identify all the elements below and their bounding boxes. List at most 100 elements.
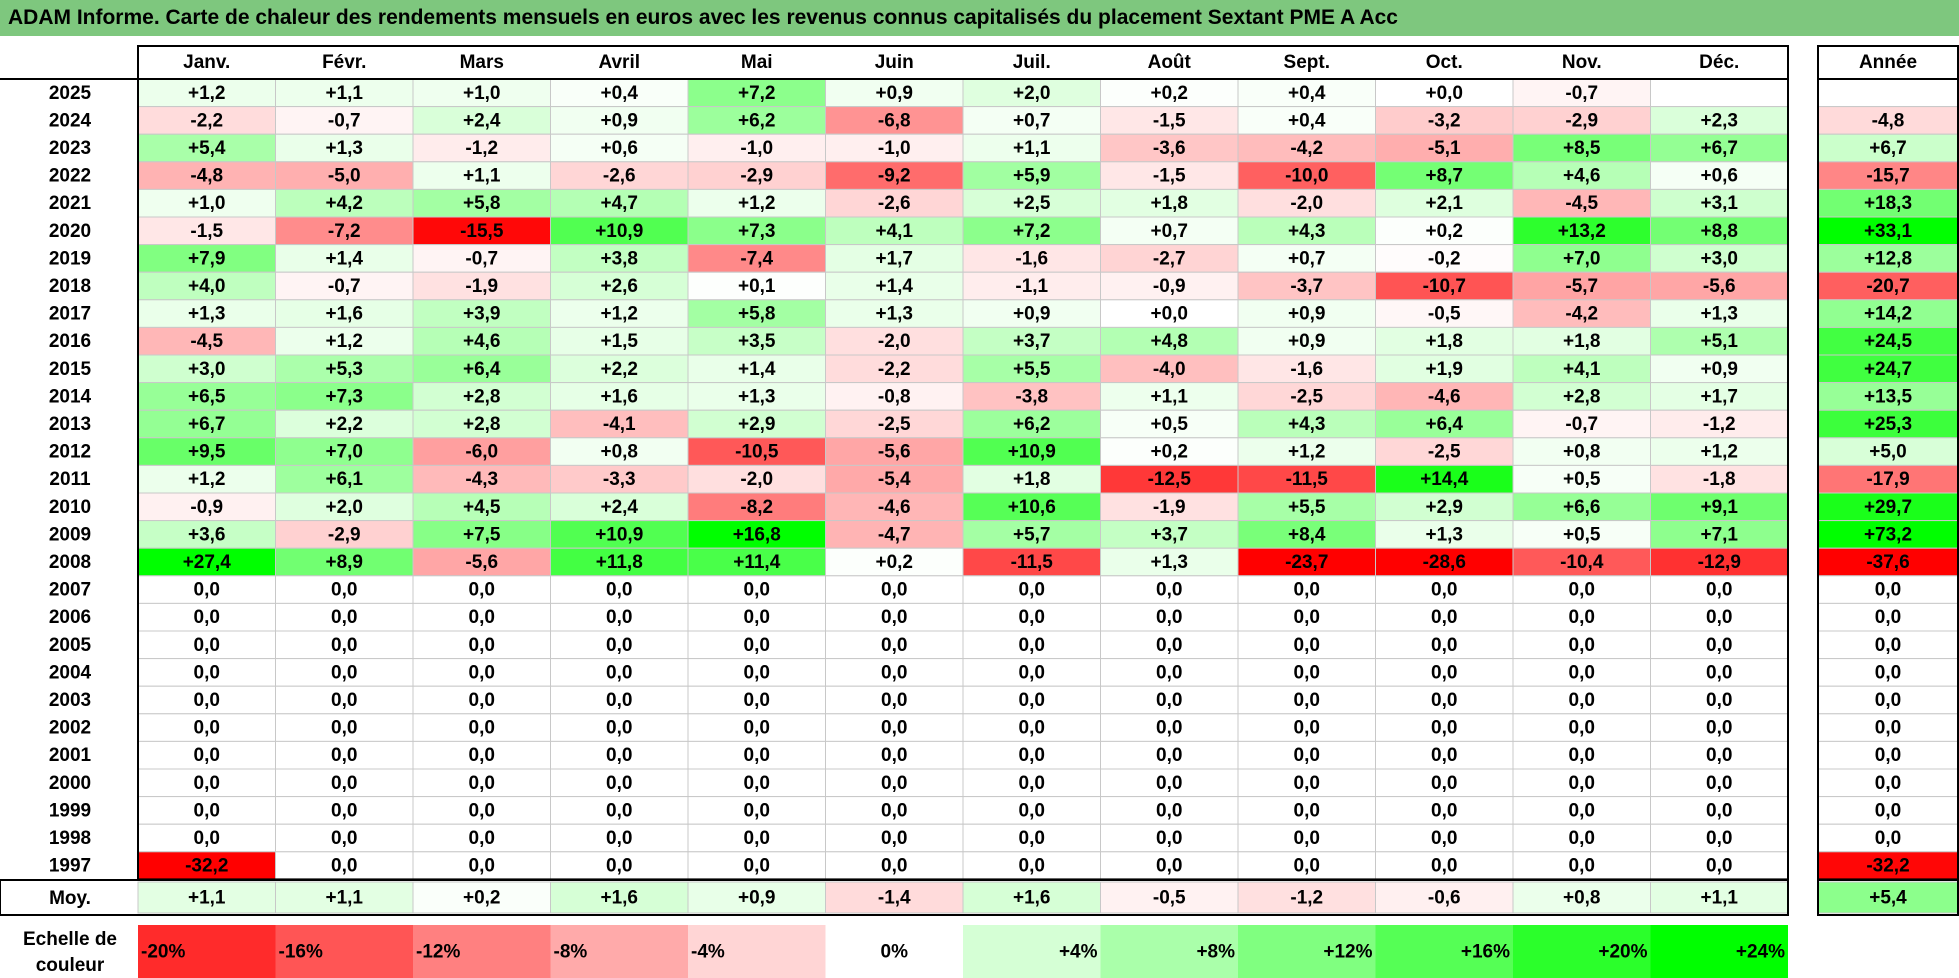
month-11-label: 0,0 xyxy=(1569,690,1595,711)
month-3-label: 0,0 xyxy=(469,773,495,794)
average-month-1-label: +1,1 xyxy=(188,888,226,909)
month-9-label: 0,0 xyxy=(1294,607,1320,628)
month-2-label: 0,0 xyxy=(331,607,357,628)
month-5-label: -8,2 xyxy=(740,497,773,518)
annual-label: 0,0 xyxy=(1875,800,1901,821)
color-scale-swatch xyxy=(963,925,1101,978)
month-2-cell xyxy=(275,437,414,466)
month-11-label: -4,2 xyxy=(1565,304,1598,325)
month-12-label: 0,0 xyxy=(1706,635,1732,656)
month-5-label: 0,0 xyxy=(744,662,770,683)
row-year-label: 2023 xyxy=(49,138,91,159)
month-5-cell xyxy=(687,713,826,742)
month-6-label: -1,0 xyxy=(878,138,911,159)
month-9-cell xyxy=(1237,437,1376,466)
month-10-label: 0,0 xyxy=(1431,580,1457,601)
month-7-cell xyxy=(962,575,1101,604)
color-scale-step-label: +8% xyxy=(1196,942,1235,963)
month-11-label: 0,0 xyxy=(1569,718,1595,739)
month-8-label: +1,3 xyxy=(1150,552,1188,573)
annual-label: +18,3 xyxy=(1864,193,1912,214)
month-5-cell xyxy=(687,216,826,246)
month-4-label: +4,7 xyxy=(600,193,638,214)
month-11-label: 0,0 xyxy=(1569,580,1595,601)
month-4-label: -2,6 xyxy=(603,166,636,187)
month-1-label: +1,0 xyxy=(188,193,226,214)
row-year-label: 2018 xyxy=(49,276,91,297)
month-6-cell xyxy=(825,382,964,411)
annual-label: 0,0 xyxy=(1875,745,1901,766)
month-9-label: 0,0 xyxy=(1294,718,1320,739)
row-year-label: 2012 xyxy=(49,442,91,463)
month-4-cell xyxy=(550,354,689,384)
row-year-label: 2001 xyxy=(49,745,92,766)
month-8-label: +0,2 xyxy=(1150,83,1188,104)
month-9-label: -1,6 xyxy=(1290,359,1323,380)
month-9-label: 0,0 xyxy=(1294,800,1320,821)
month-4-label: 0,0 xyxy=(606,635,632,656)
month-9-label: 0,0 xyxy=(1294,690,1320,711)
month-2-label: +6,1 xyxy=(325,469,363,490)
month-5-label: +11,4 xyxy=(733,552,780,573)
month-12-label: 0,0 xyxy=(1706,580,1732,601)
month-6-label: -2,0 xyxy=(878,331,911,352)
month-6-cell xyxy=(825,216,964,246)
month-11-label: 0,0 xyxy=(1569,828,1595,849)
month-9-label: 0,0 xyxy=(1294,828,1320,849)
month-2-label: +5,3 xyxy=(325,359,363,380)
month-6-cell xyxy=(825,326,964,356)
month-2-label: +2,2 xyxy=(325,414,363,435)
annual-label: -15,7 xyxy=(1866,166,1909,187)
month-7-cell xyxy=(962,299,1101,328)
annual-label: 0,0 xyxy=(1875,773,1901,794)
month-9-label: -2,5 xyxy=(1290,386,1323,407)
month-10-cell xyxy=(1375,437,1514,466)
month-2-label: 0,0 xyxy=(331,690,357,711)
month-12-cell xyxy=(1650,188,1789,218)
month-3-cell xyxy=(412,326,551,356)
month-8-cell xyxy=(1100,354,1239,384)
month-12-label: -1,2 xyxy=(1703,414,1736,435)
annual-label: -20,7 xyxy=(1866,276,1909,297)
average-month-12-label: +1,1 xyxy=(1700,888,1738,909)
month-11-label: 0,0 xyxy=(1569,745,1595,766)
month-7-label: +2,0 xyxy=(1013,83,1051,104)
month-9-cell xyxy=(1237,161,1376,190)
color-scale-step-label: -16% xyxy=(279,942,323,963)
color-scale-swatch xyxy=(825,925,963,978)
month-4-label: +10,9 xyxy=(595,524,643,545)
month-9-label: +1,2 xyxy=(1288,442,1326,463)
month-2-label: 0,0 xyxy=(331,745,357,766)
month-4-cell xyxy=(550,823,689,853)
month-11-cell xyxy=(1512,851,1651,880)
average-month-10-cell xyxy=(1375,881,1514,914)
average-annual-frame xyxy=(1817,879,1959,916)
month-8-cell xyxy=(1100,740,1239,770)
month-10-cell xyxy=(1375,658,1514,687)
month-11-label: +4,1 xyxy=(1563,359,1601,380)
month-6-label: 0,0 xyxy=(881,662,907,683)
month-5-label: 0,0 xyxy=(744,745,770,766)
month-2-label: +7,3 xyxy=(325,386,363,407)
column-header: Mars xyxy=(460,52,504,73)
month-4-label: +11,8 xyxy=(596,552,643,573)
month-8-label: 0,0 xyxy=(1156,773,1182,794)
row-year-label: 2009 xyxy=(49,524,91,545)
annual-label: 0,0 xyxy=(1875,662,1901,683)
month-2-cell xyxy=(275,851,414,880)
month-10-label: 0,0 xyxy=(1431,635,1457,656)
average-month-11-cell xyxy=(1512,881,1651,914)
month-11-label: 0,0 xyxy=(1569,800,1595,821)
month-6-label: 0,0 xyxy=(881,800,907,821)
month-10-cell xyxy=(1375,464,1514,494)
month-4-cell xyxy=(550,658,689,687)
month-2-label: 0,0 xyxy=(331,718,357,739)
month-9-cell xyxy=(1237,685,1376,715)
month-12-label: +1,7 xyxy=(1700,386,1738,407)
month-4-cell xyxy=(550,602,689,632)
month-6-label: +1,7 xyxy=(875,248,913,269)
row-year-label: 2011 xyxy=(49,469,91,490)
month-3-label: +2,4 xyxy=(463,110,501,131)
month-12-cell xyxy=(1650,271,1789,301)
